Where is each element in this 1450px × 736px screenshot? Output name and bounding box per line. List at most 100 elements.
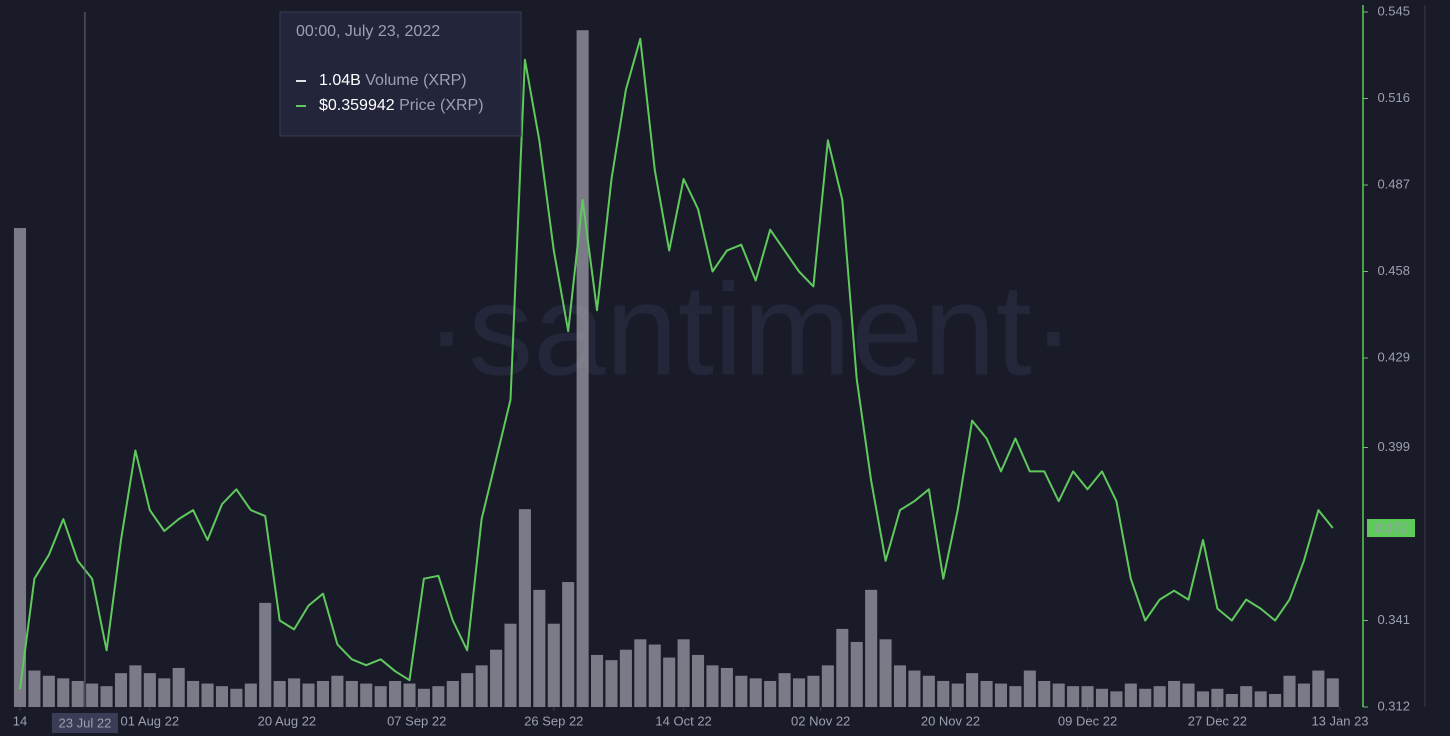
volume-bar	[230, 688, 243, 707]
volume-bar	[562, 582, 575, 707]
x-tick-label: 27 Dec 22	[1188, 713, 1247, 728]
tooltip-box	[279, 11, 522, 137]
volume-bar	[129, 665, 142, 707]
volume-bar	[1067, 686, 1080, 707]
current-price-box	[1367, 519, 1415, 538]
y-tick-label: 0.429	[1377, 349, 1410, 364]
volume-bar	[634, 639, 647, 707]
volume-bar	[692, 654, 705, 707]
volume-bar	[259, 602, 272, 707]
tooltip: 00:00, July 23, 2022 1.04B Volume (XRP) …	[279, 11, 522, 137]
volume-bar	[591, 654, 604, 707]
volume-bar	[663, 657, 676, 707]
x-tick-label: 14 Oct 22	[655, 713, 711, 728]
tooltip-series: Price (XRP)	[399, 97, 483, 114]
tooltip-value: 1.04B	[319, 72, 361, 89]
volume-bar	[1240, 686, 1253, 707]
volume-bar	[836, 628, 849, 707]
y-tick-label: 0.341	[1377, 612, 1410, 627]
volume-bar	[461, 673, 474, 707]
x-tick-label: 26 Sep 22	[524, 713, 583, 728]
volume-bar	[1023, 670, 1036, 707]
volume-bar	[951, 683, 964, 707]
volume-bar	[345, 680, 358, 707]
volume-bar	[1052, 683, 1065, 707]
volume-bar	[1110, 691, 1123, 707]
volume-bar	[13, 228, 27, 707]
watermark: ·santiment·	[425, 256, 1075, 402]
volume-bar	[432, 686, 445, 707]
volume-bar	[994, 683, 1008, 707]
volume-bar	[417, 688, 430, 707]
volume-bar	[57, 678, 70, 707]
volume-bar	[158, 678, 171, 707]
volume-bar	[677, 639, 690, 707]
y-tick-label: 0.487	[1377, 176, 1410, 191]
volume-bar	[1269, 693, 1282, 707]
volume-bar	[619, 649, 632, 707]
volume-bar	[1326, 678, 1339, 707]
volume-bar	[547, 623, 560, 707]
y-tick-label: 0.545	[1377, 3, 1410, 18]
volume-bar	[1139, 688, 1152, 707]
volume-bar	[576, 30, 589, 708]
volume-bar	[71, 680, 84, 707]
x-tick-label: 07 Sep 22	[387, 713, 446, 728]
volume-bar	[821, 665, 834, 707]
crosshair-label: 23 Jul 22	[59, 715, 112, 730]
volume-bar	[172, 667, 185, 707]
tooltip-item: $0.359942 Price (XRP)	[319, 97, 484, 114]
volume-bar	[720, 667, 733, 707]
volume-bar	[1095, 688, 1108, 707]
volume-bar	[937, 680, 950, 707]
volume-bar	[86, 683, 99, 707]
volume-bar	[403, 683, 416, 707]
current-price-label: 0.372	[1375, 520, 1408, 535]
volume-bar	[1153, 686, 1166, 707]
volume-bar	[1297, 683, 1310, 707]
volume-bar	[215, 686, 228, 707]
volume-bar	[1211, 688, 1224, 707]
volume-bar	[1225, 693, 1238, 707]
volume-bar	[865, 589, 878, 707]
volume-bar	[273, 680, 286, 707]
volume-bar	[316, 680, 329, 707]
volume-bar	[42, 675, 55, 707]
volume-bar	[879, 639, 892, 707]
volume-bar	[1038, 680, 1051, 707]
volume-bar	[893, 665, 907, 707]
volume-bar	[735, 675, 748, 707]
volume-bar	[1182, 683, 1195, 707]
volume-bar	[446, 680, 459, 707]
volume-bar	[288, 678, 301, 707]
volume-bar	[966, 673, 979, 707]
volume-bar	[1196, 691, 1209, 707]
volume-bar	[1009, 686, 1022, 707]
y-tick-label: 0.399	[1377, 439, 1410, 454]
volume-bar	[143, 673, 156, 707]
x-tick-label: 01 Aug 22	[121, 713, 180, 728]
volume-bar	[807, 675, 820, 707]
crosshair-label-box	[51, 713, 118, 733]
volume-bar	[504, 623, 517, 707]
volume-bar	[100, 686, 113, 707]
plot	[13, 30, 1339, 708]
volume-bar	[28, 670, 41, 707]
y-tick-label: 0.516	[1377, 90, 1410, 105]
volume-bar	[792, 678, 806, 707]
volume-bar	[533, 589, 546, 707]
x-tick-label: 14	[13, 713, 27, 728]
volume-bar	[908, 670, 921, 707]
x-tick-label: 20 Nov 22	[921, 713, 980, 728]
volume-bar	[475, 665, 488, 707]
x-tick-label: 20 Aug 22	[258, 713, 317, 728]
volume-bar	[706, 665, 719, 707]
tooltip-series: Volume (XRP)	[365, 72, 466, 89]
volume-bar	[187, 680, 200, 707]
y-tick-label: 0.458	[1377, 263, 1410, 278]
volume-bar	[360, 683, 373, 707]
volume-bar	[1283, 675, 1296, 707]
volume-bar	[1254, 691, 1267, 707]
volume-bar	[389, 680, 402, 707]
